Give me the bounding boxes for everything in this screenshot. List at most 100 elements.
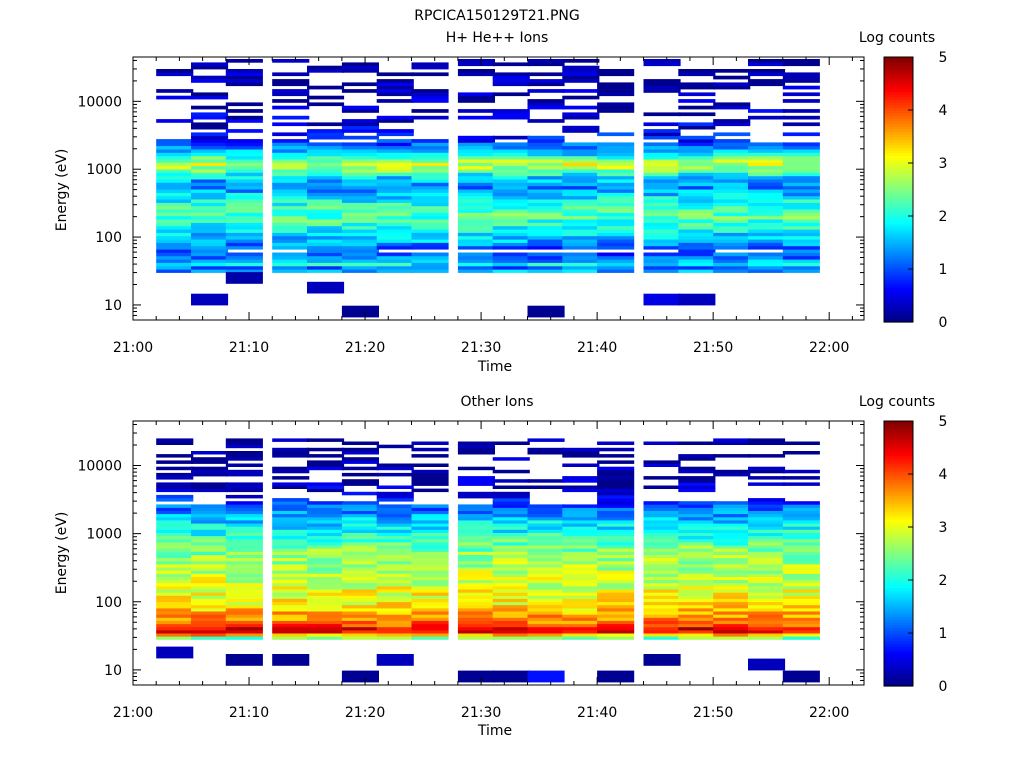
heatmap-cell <box>643 205 681 210</box>
heatmap-cell <box>376 485 414 489</box>
heatmap-cell <box>597 557 635 562</box>
colorbar-swatch <box>884 590 913 594</box>
heatmap-cell <box>272 535 310 540</box>
heatmap-cell <box>411 205 449 210</box>
heatmap-cell <box>492 604 530 609</box>
heatmap-cell <box>457 172 495 177</box>
heatmap-cell <box>492 235 530 240</box>
heatmap-cell <box>411 545 449 549</box>
heatmap-cell <box>678 255 716 260</box>
heatmap-cell <box>341 526 379 530</box>
colorbar-swatch <box>884 614 913 618</box>
heatmap-cell <box>272 504 310 508</box>
heatmap-cell <box>411 232 449 237</box>
heatmap-cell <box>562 69 600 73</box>
heatmap-cell <box>376 202 414 207</box>
heatmap-cell <box>597 232 635 237</box>
heatmap-cell <box>678 72 716 77</box>
heatmap-cell <box>782 159 820 163</box>
heatmap-cell <box>191 535 229 540</box>
heatmap-cell <box>191 175 229 180</box>
heatmap-cell <box>562 239 600 243</box>
heatmap-cell <box>307 551 345 555</box>
heatmap-cell <box>191 135 229 140</box>
heatmap-cell <box>376 472 414 477</box>
heatmap-cell <box>457 620 495 625</box>
heatmap-cell <box>307 633 345 637</box>
heatmap-cell <box>597 520 635 524</box>
heatmap-cell <box>643 185 681 190</box>
heatmap-cell <box>341 135 379 140</box>
heatmap-cell <box>562 115 600 120</box>
heatmap-cell <box>643 589 681 593</box>
heatmap-cell <box>225 507 263 511</box>
colorbar-swatch <box>884 662 913 666</box>
heatmap-cell <box>748 142 786 147</box>
heatmap-cell <box>782 215 820 220</box>
heatmap-cell <box>748 438 786 442</box>
heatmap-cell <box>307 535 345 540</box>
heatmap-cell <box>225 165 263 170</box>
heatmap-cell <box>782 225 820 230</box>
heatmap-cell <box>225 582 263 587</box>
colorbar-swatch <box>884 205 913 209</box>
heatmap-cell <box>492 608 530 612</box>
heatmap-cell <box>782 504 820 508</box>
heatmap-cell <box>156 205 194 210</box>
heatmap-cell <box>156 179 194 183</box>
heatmap-cell <box>713 620 751 625</box>
heatmap-cell <box>191 152 229 157</box>
colorbar-swatch <box>884 625 913 629</box>
colorbar-swatch <box>884 306 913 310</box>
heatmap-cell <box>191 592 229 596</box>
heatmap-cell <box>713 252 751 257</box>
heatmap-cell <box>457 564 495 568</box>
heatmap-cell <box>156 152 194 157</box>
heatmap-cell <box>782 209 820 213</box>
heatmap-cell <box>307 239 345 243</box>
heatmap-cell <box>562 169 600 173</box>
heatmap-cell <box>411 269 449 273</box>
heatmap-cell <box>411 513 449 518</box>
heatmap-cell <box>411 152 449 157</box>
heatmap-cell <box>457 159 495 163</box>
heatmap-cell <box>782 62 820 67</box>
heatmap-cell <box>597 159 635 163</box>
heatmap-cell <box>713 169 751 173</box>
heatmap-cell <box>272 219 310 223</box>
heatmap-cell <box>597 592 635 596</box>
heatmap-cell <box>225 513 263 518</box>
heatmap-cell <box>643 175 681 180</box>
heatmap-cell <box>713 538 751 543</box>
heatmap-cell <box>457 175 495 180</box>
heatmap-cell <box>492 548 530 552</box>
heatmap-cell <box>191 576 229 581</box>
heatmap-cell <box>457 466 495 471</box>
heatmap-cell <box>341 269 379 273</box>
colorbar-tick-label: 4 <box>939 103 948 119</box>
heatmap-cell <box>782 520 820 524</box>
heatmap-cell <box>156 195 194 200</box>
heatmap-cell <box>527 225 565 230</box>
heatmap-cell <box>597 554 635 559</box>
heatmap-cell <box>643 626 681 631</box>
heatmap-cell <box>156 488 194 493</box>
colorbar-swatch <box>884 580 913 584</box>
heatmap-cell <box>457 582 495 587</box>
heatmap-cell <box>562 513 600 518</box>
heatmap-cell <box>562 65 600 70</box>
heatmap-cell <box>457 482 495 486</box>
heatmap-cell <box>411 516 449 521</box>
heatmap-cell <box>341 617 379 621</box>
heatmap-cell <box>376 175 414 180</box>
heatmap-cell <box>156 95 194 100</box>
plot-frame <box>132 56 865 321</box>
heatmap-cell <box>597 262 635 267</box>
heatmap-cell <box>643 112 681 117</box>
heatmap-cell <box>748 557 786 562</box>
heatmap-cell <box>713 189 751 193</box>
heatmap-cell <box>341 633 379 637</box>
heatmap-cell <box>411 598 449 603</box>
heatmap-cell <box>748 551 786 555</box>
heatmap-cell <box>411 595 449 599</box>
